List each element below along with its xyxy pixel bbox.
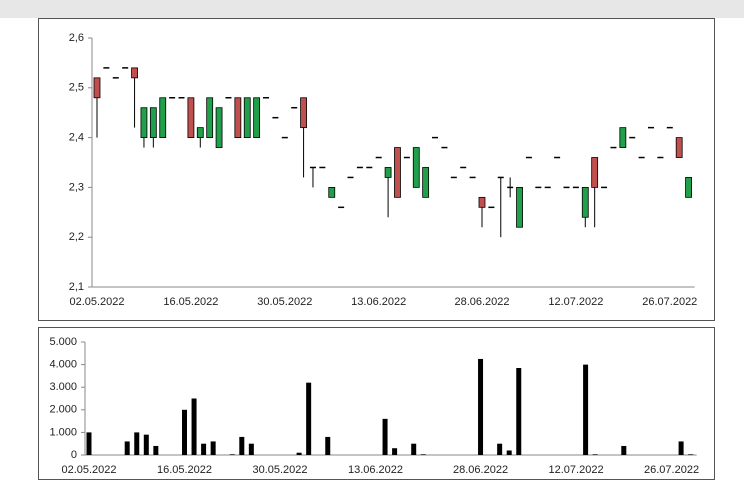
volume-bar <box>678 441 684 455</box>
x-tick-label: 12.07.2022 <box>549 464 604 476</box>
y-tick-label: 2,6 <box>69 32 84 44</box>
candle-body <box>300 97 307 129</box>
volume-bar <box>516 367 522 455</box>
candle-body <box>422 167 430 198</box>
x-tick-label: 26.07.2022 <box>644 464 699 476</box>
volume-bar <box>201 443 207 455</box>
price-panel <box>38 18 715 321</box>
candle-body <box>149 107 157 139</box>
volume-bar <box>86 432 92 455</box>
candle-body <box>384 167 392 178</box>
x-tick-label: 30.05.2022 <box>257 296 312 308</box>
candle-body <box>516 186 523 228</box>
candle-body <box>394 147 401 198</box>
volume-bar <box>392 448 398 455</box>
candle-body <box>591 157 599 188</box>
x-tick-label: 13.06.2022 <box>348 464 403 476</box>
candle-body <box>412 147 420 188</box>
y-tick-label: 2.000 <box>49 404 77 416</box>
x-tick-label: 30.05.2022 <box>252 464 307 476</box>
volume-bar <box>153 445 159 455</box>
y-tick-label: 5.000 <box>49 336 77 348</box>
x-tick-label: 28.06.2022 <box>453 464 508 476</box>
volume-bar <box>296 452 302 455</box>
x-tick-label: 16.05.2022 <box>157 464 212 476</box>
volume-bar <box>478 358 484 455</box>
volume-bar <box>191 398 197 455</box>
volume-bar <box>592 454 598 455</box>
y-tick-label: 0 <box>71 449 77 461</box>
volume-bar <box>210 441 216 455</box>
candle-body <box>234 97 242 139</box>
candle-body <box>93 77 101 99</box>
x-tick-label: 26.07.2022 <box>642 296 697 308</box>
candle-body <box>187 97 195 139</box>
candle-body <box>206 97 214 139</box>
volume-bar <box>382 418 388 455</box>
volume-bar <box>325 436 331 455</box>
candle-body <box>619 127 627 148</box>
candle-body <box>215 107 223 148</box>
volume-bar <box>583 364 589 455</box>
x-tick-label: 02.05.2022 <box>61 464 116 476</box>
volume-bar <box>506 450 512 455</box>
volume-panel <box>38 327 715 480</box>
volume-bar <box>182 409 187 455</box>
candle-body <box>140 107 148 139</box>
candle-body <box>253 97 261 139</box>
x-tick-label: 12.07.2022 <box>548 296 603 308</box>
candle-body <box>675 137 683 158</box>
y-tick-label: 2,3 <box>69 181 84 193</box>
volume-bar <box>688 454 694 455</box>
candle-body <box>159 97 167 139</box>
header-bar <box>0 0 744 18</box>
volume-bar <box>134 432 140 455</box>
x-tick-label: 16.05.2022 <box>163 296 218 308</box>
y-tick-label: 3.000 <box>49 381 77 393</box>
candle-body <box>328 186 336 198</box>
candle-body <box>131 67 138 79</box>
y-tick-label: 2,2 <box>69 231 84 243</box>
x-tick-label: 28.06.2022 <box>454 296 509 308</box>
volume-bar <box>306 382 312 455</box>
volume-bar <box>143 434 149 455</box>
candle-body <box>196 127 204 138</box>
candle-body <box>478 196 486 208</box>
volume-bar <box>239 436 245 455</box>
candle-body <box>581 186 589 218</box>
y-tick-label: 2,1 <box>69 281 84 293</box>
candle-body <box>685 177 692 198</box>
volume-bar <box>621 445 627 455</box>
x-tick-label: 02.05.2022 <box>69 296 124 308</box>
volume-bar <box>229 454 235 455</box>
y-tick-label: 2,5 <box>69 82 84 94</box>
y-tick-label: 1.000 <box>49 426 77 438</box>
y-tick-label: 2,4 <box>69 132 84 144</box>
volume-bar <box>411 443 417 455</box>
volume-bar <box>420 454 426 455</box>
volume-bar <box>248 443 254 455</box>
x-tick-label: 13.06.2022 <box>351 296 406 308</box>
volume-bar <box>124 441 130 455</box>
y-tick-label: 4.000 <box>49 359 77 371</box>
candle-body <box>243 97 251 139</box>
volume-bar <box>497 443 503 455</box>
